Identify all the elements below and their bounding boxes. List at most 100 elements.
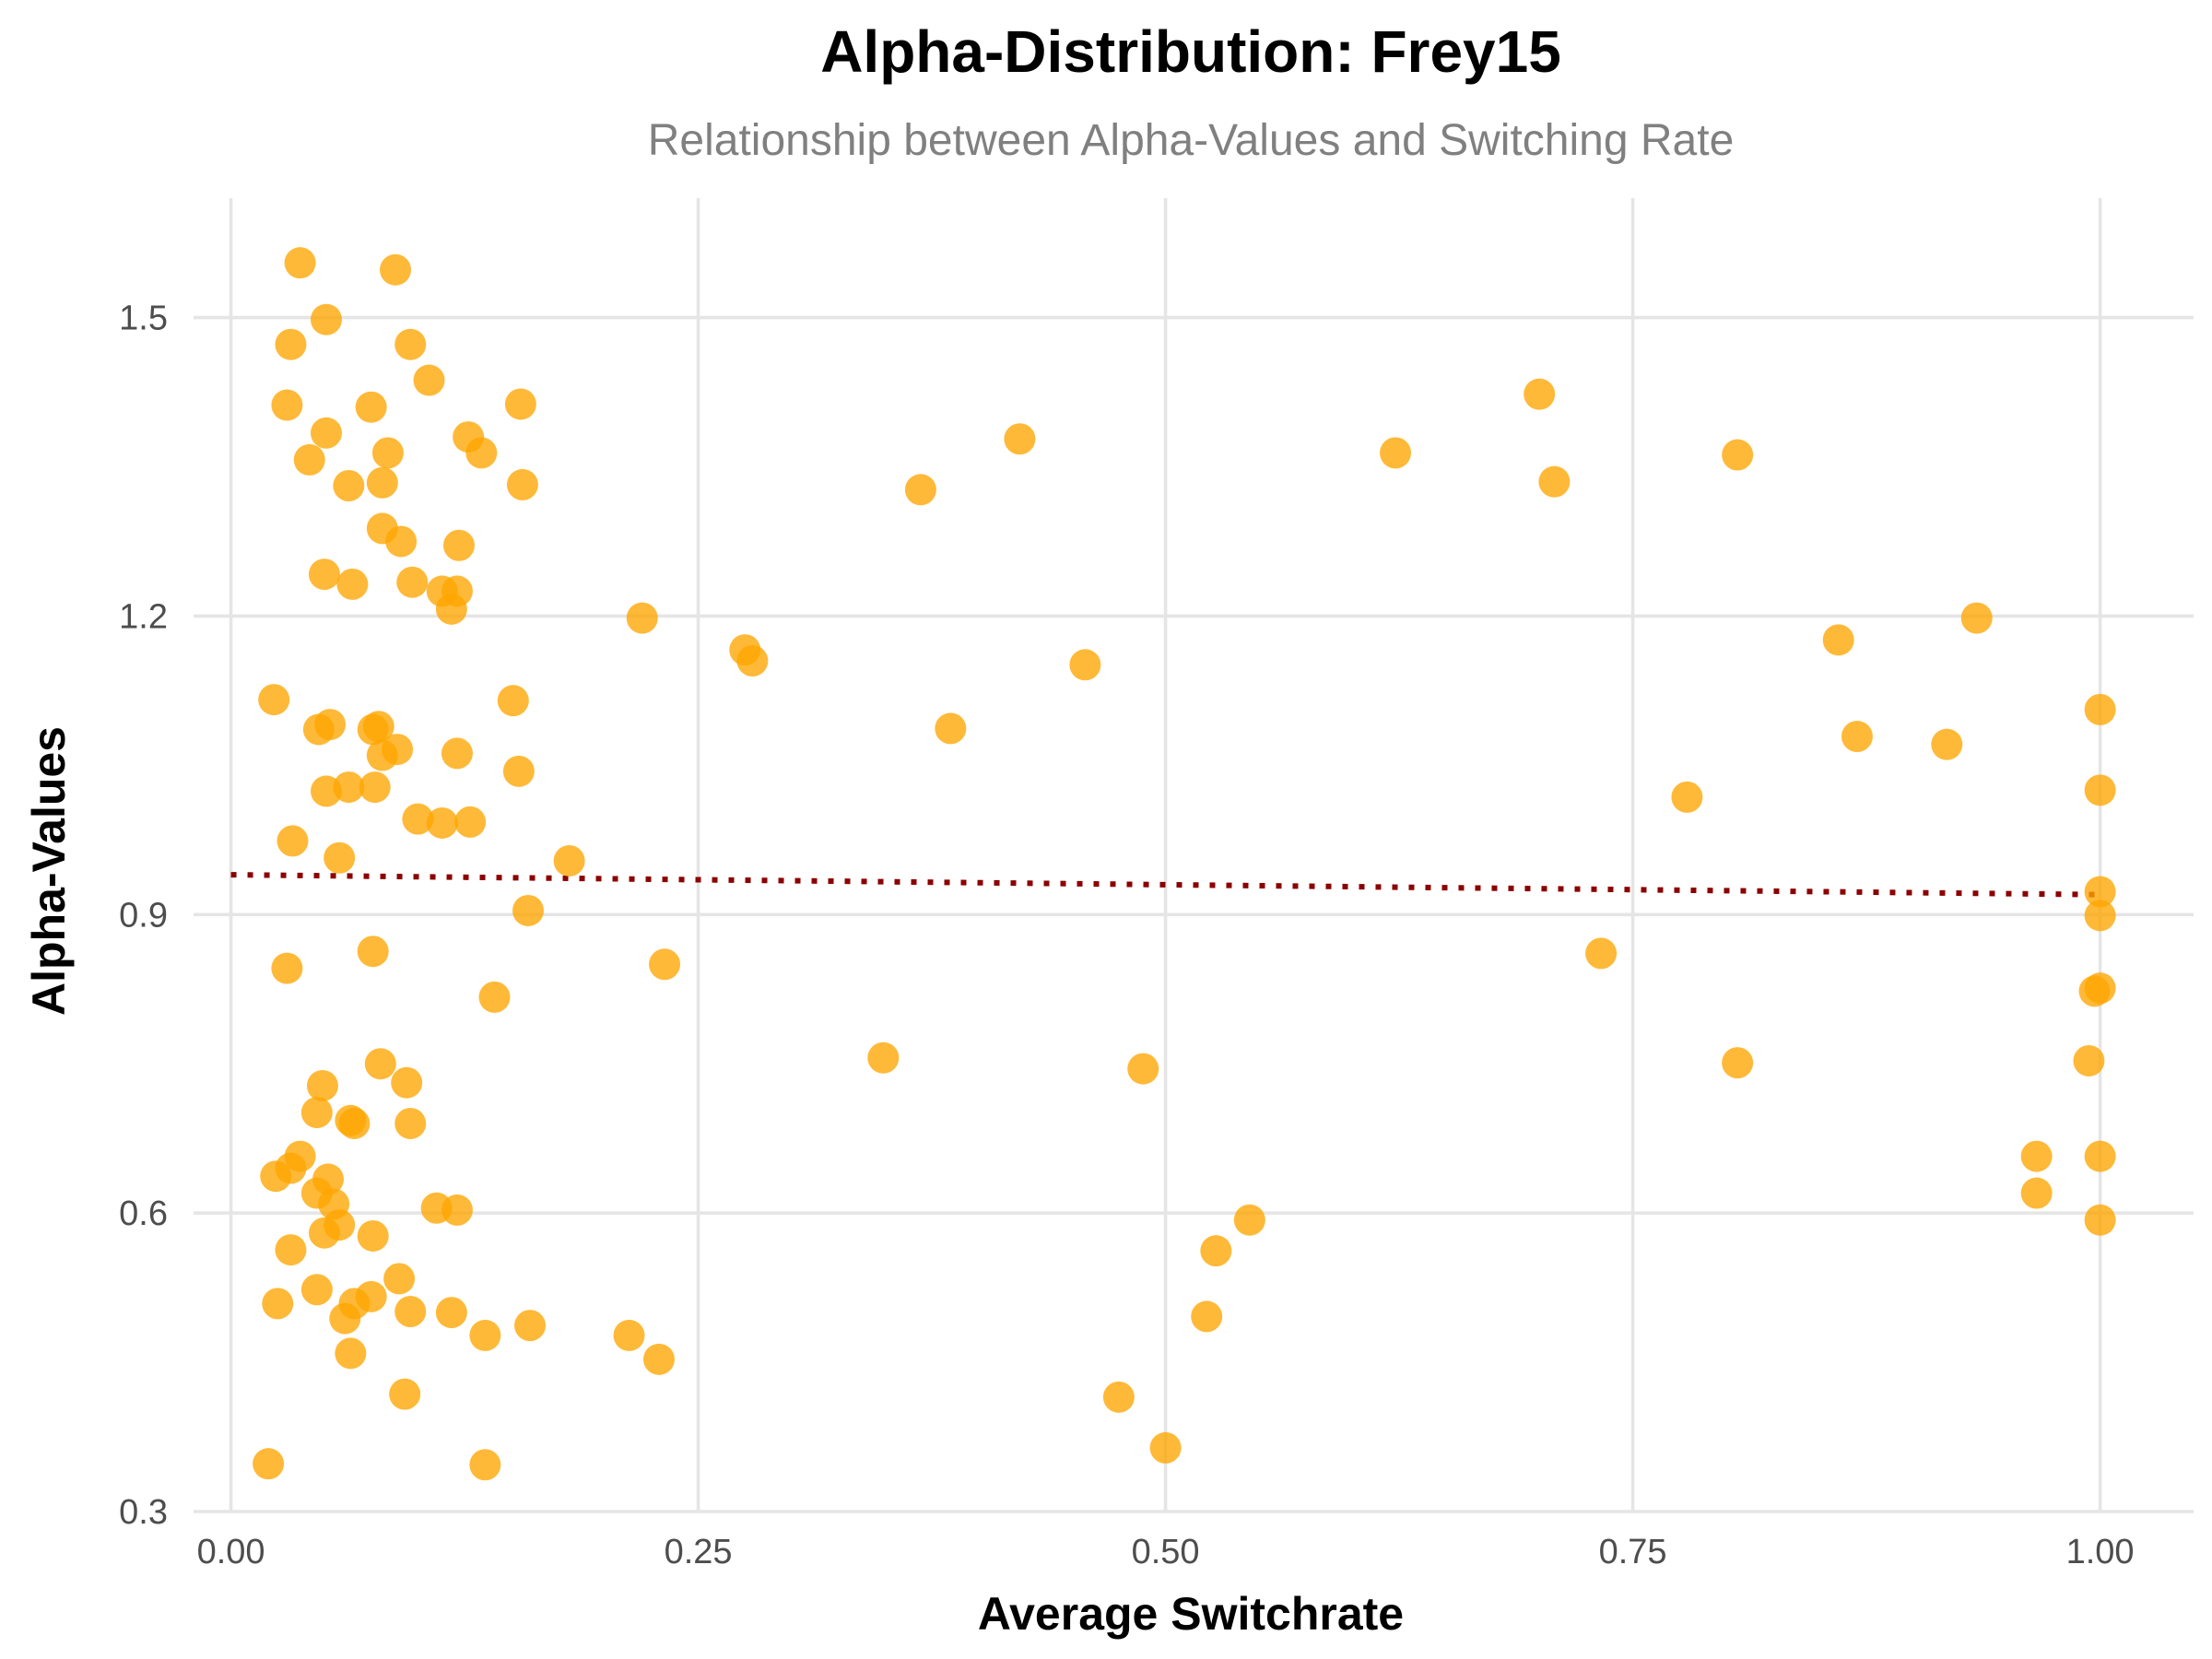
data-point <box>426 806 458 839</box>
data-point <box>2084 774 2116 806</box>
y-axis-ticks: 0.3 0.6 0.9 1.2 1.5 <box>119 300 168 1532</box>
data-point <box>2020 1140 2053 1172</box>
data-point <box>380 253 412 286</box>
data-point <box>465 437 498 469</box>
data-point <box>441 1194 473 1226</box>
data-point <box>371 437 404 469</box>
data-point <box>355 391 387 423</box>
data-point <box>329 1302 361 1335</box>
data-point <box>314 709 347 741</box>
data-point <box>333 771 365 804</box>
x-tick-label: 0.75 <box>1599 1533 1667 1571</box>
data-point <box>867 1041 900 1074</box>
data-point <box>382 734 414 766</box>
data-point <box>308 559 340 591</box>
data-point <box>2084 876 2116 908</box>
data-point <box>2084 1204 2116 1236</box>
data-point <box>359 771 391 804</box>
x-tick-label: 1.00 <box>2066 1533 2135 1571</box>
data-point <box>454 806 487 838</box>
data-point <box>383 1263 416 1295</box>
data-point <box>258 684 290 716</box>
data-point <box>736 644 769 677</box>
data-point <box>306 1069 338 1101</box>
data-point <box>391 1066 423 1099</box>
data-point <box>1931 728 1963 760</box>
data-point <box>1127 1053 1159 1085</box>
data-point <box>262 1288 294 1320</box>
data-point <box>308 1217 340 1249</box>
data-point <box>338 1107 371 1139</box>
data-point <box>435 593 467 625</box>
data-point <box>2084 900 2116 932</box>
x-tick-label: 0.00 <box>197 1533 265 1571</box>
data-point <box>642 1343 675 1375</box>
data-point <box>253 1448 285 1480</box>
data-point <box>1191 1300 1223 1333</box>
data-point <box>2084 1140 2116 1172</box>
y-tick-label: 1.2 <box>119 597 168 636</box>
y-axis-title: Alpha-Values <box>23 726 75 1016</box>
data-point <box>394 328 427 360</box>
data-point <box>1585 937 1618 970</box>
data-point <box>364 1048 396 1080</box>
chart-title: Alpha-Distribution: Frey15 <box>820 18 1561 85</box>
data-point <box>613 1319 645 1351</box>
data-point <box>310 417 342 449</box>
data-point <box>385 525 418 558</box>
data-point <box>357 1219 389 1252</box>
data-point <box>502 755 535 787</box>
data-point <box>553 844 585 877</box>
grid-lines <box>194 198 2194 1513</box>
data-point <box>1841 721 1873 753</box>
data-point <box>275 328 307 360</box>
data-point <box>271 952 303 984</box>
data-point <box>336 568 369 600</box>
data-point <box>394 1107 427 1139</box>
data-point <box>469 1449 501 1481</box>
data-point <box>300 1097 333 1129</box>
data-point <box>1149 1431 1182 1464</box>
data-point <box>1722 439 1754 471</box>
data-point <box>935 712 967 745</box>
x-tick-label: 0.25 <box>665 1533 733 1571</box>
data-point <box>435 1297 467 1329</box>
data-point <box>514 1310 547 1342</box>
data-point <box>506 468 538 500</box>
x-tick-label: 0.50 <box>1132 1533 1200 1571</box>
data-point <box>904 474 936 506</box>
data-point <box>271 389 303 421</box>
data-point <box>1960 602 1993 634</box>
data-point <box>293 443 325 476</box>
y-tick-label: 0.9 <box>119 896 168 935</box>
data-point <box>324 841 356 874</box>
data-point <box>275 1152 307 1184</box>
data-point <box>441 737 473 770</box>
data-point <box>442 529 475 561</box>
data-point <box>333 469 365 501</box>
y-tick-label: 0.6 <box>119 1194 168 1233</box>
data-point <box>2020 1177 2053 1209</box>
data-point <box>2073 1044 2105 1077</box>
data-point <box>512 894 545 926</box>
data-point <box>649 948 681 981</box>
x-axis-ticks: 0.00 0.25 0.50 0.75 1.00 <box>197 1533 2135 1571</box>
data-point <box>335 1337 367 1370</box>
data-point <box>396 566 429 598</box>
data-point <box>1200 1235 1232 1267</box>
data-point <box>1380 437 1412 469</box>
data-point <box>2084 972 2116 1005</box>
data-point <box>1102 1381 1135 1413</box>
data-point <box>2084 693 2116 725</box>
data-point <box>394 1296 427 1328</box>
data-point <box>1822 624 1854 656</box>
data-point <box>362 711 394 743</box>
data-point <box>1671 781 1703 813</box>
data-points <box>253 247 2116 1481</box>
data-point <box>357 935 389 968</box>
data-point <box>1538 465 1571 498</box>
data-point <box>366 466 398 499</box>
data-point <box>284 247 316 279</box>
data-point <box>310 303 342 335</box>
